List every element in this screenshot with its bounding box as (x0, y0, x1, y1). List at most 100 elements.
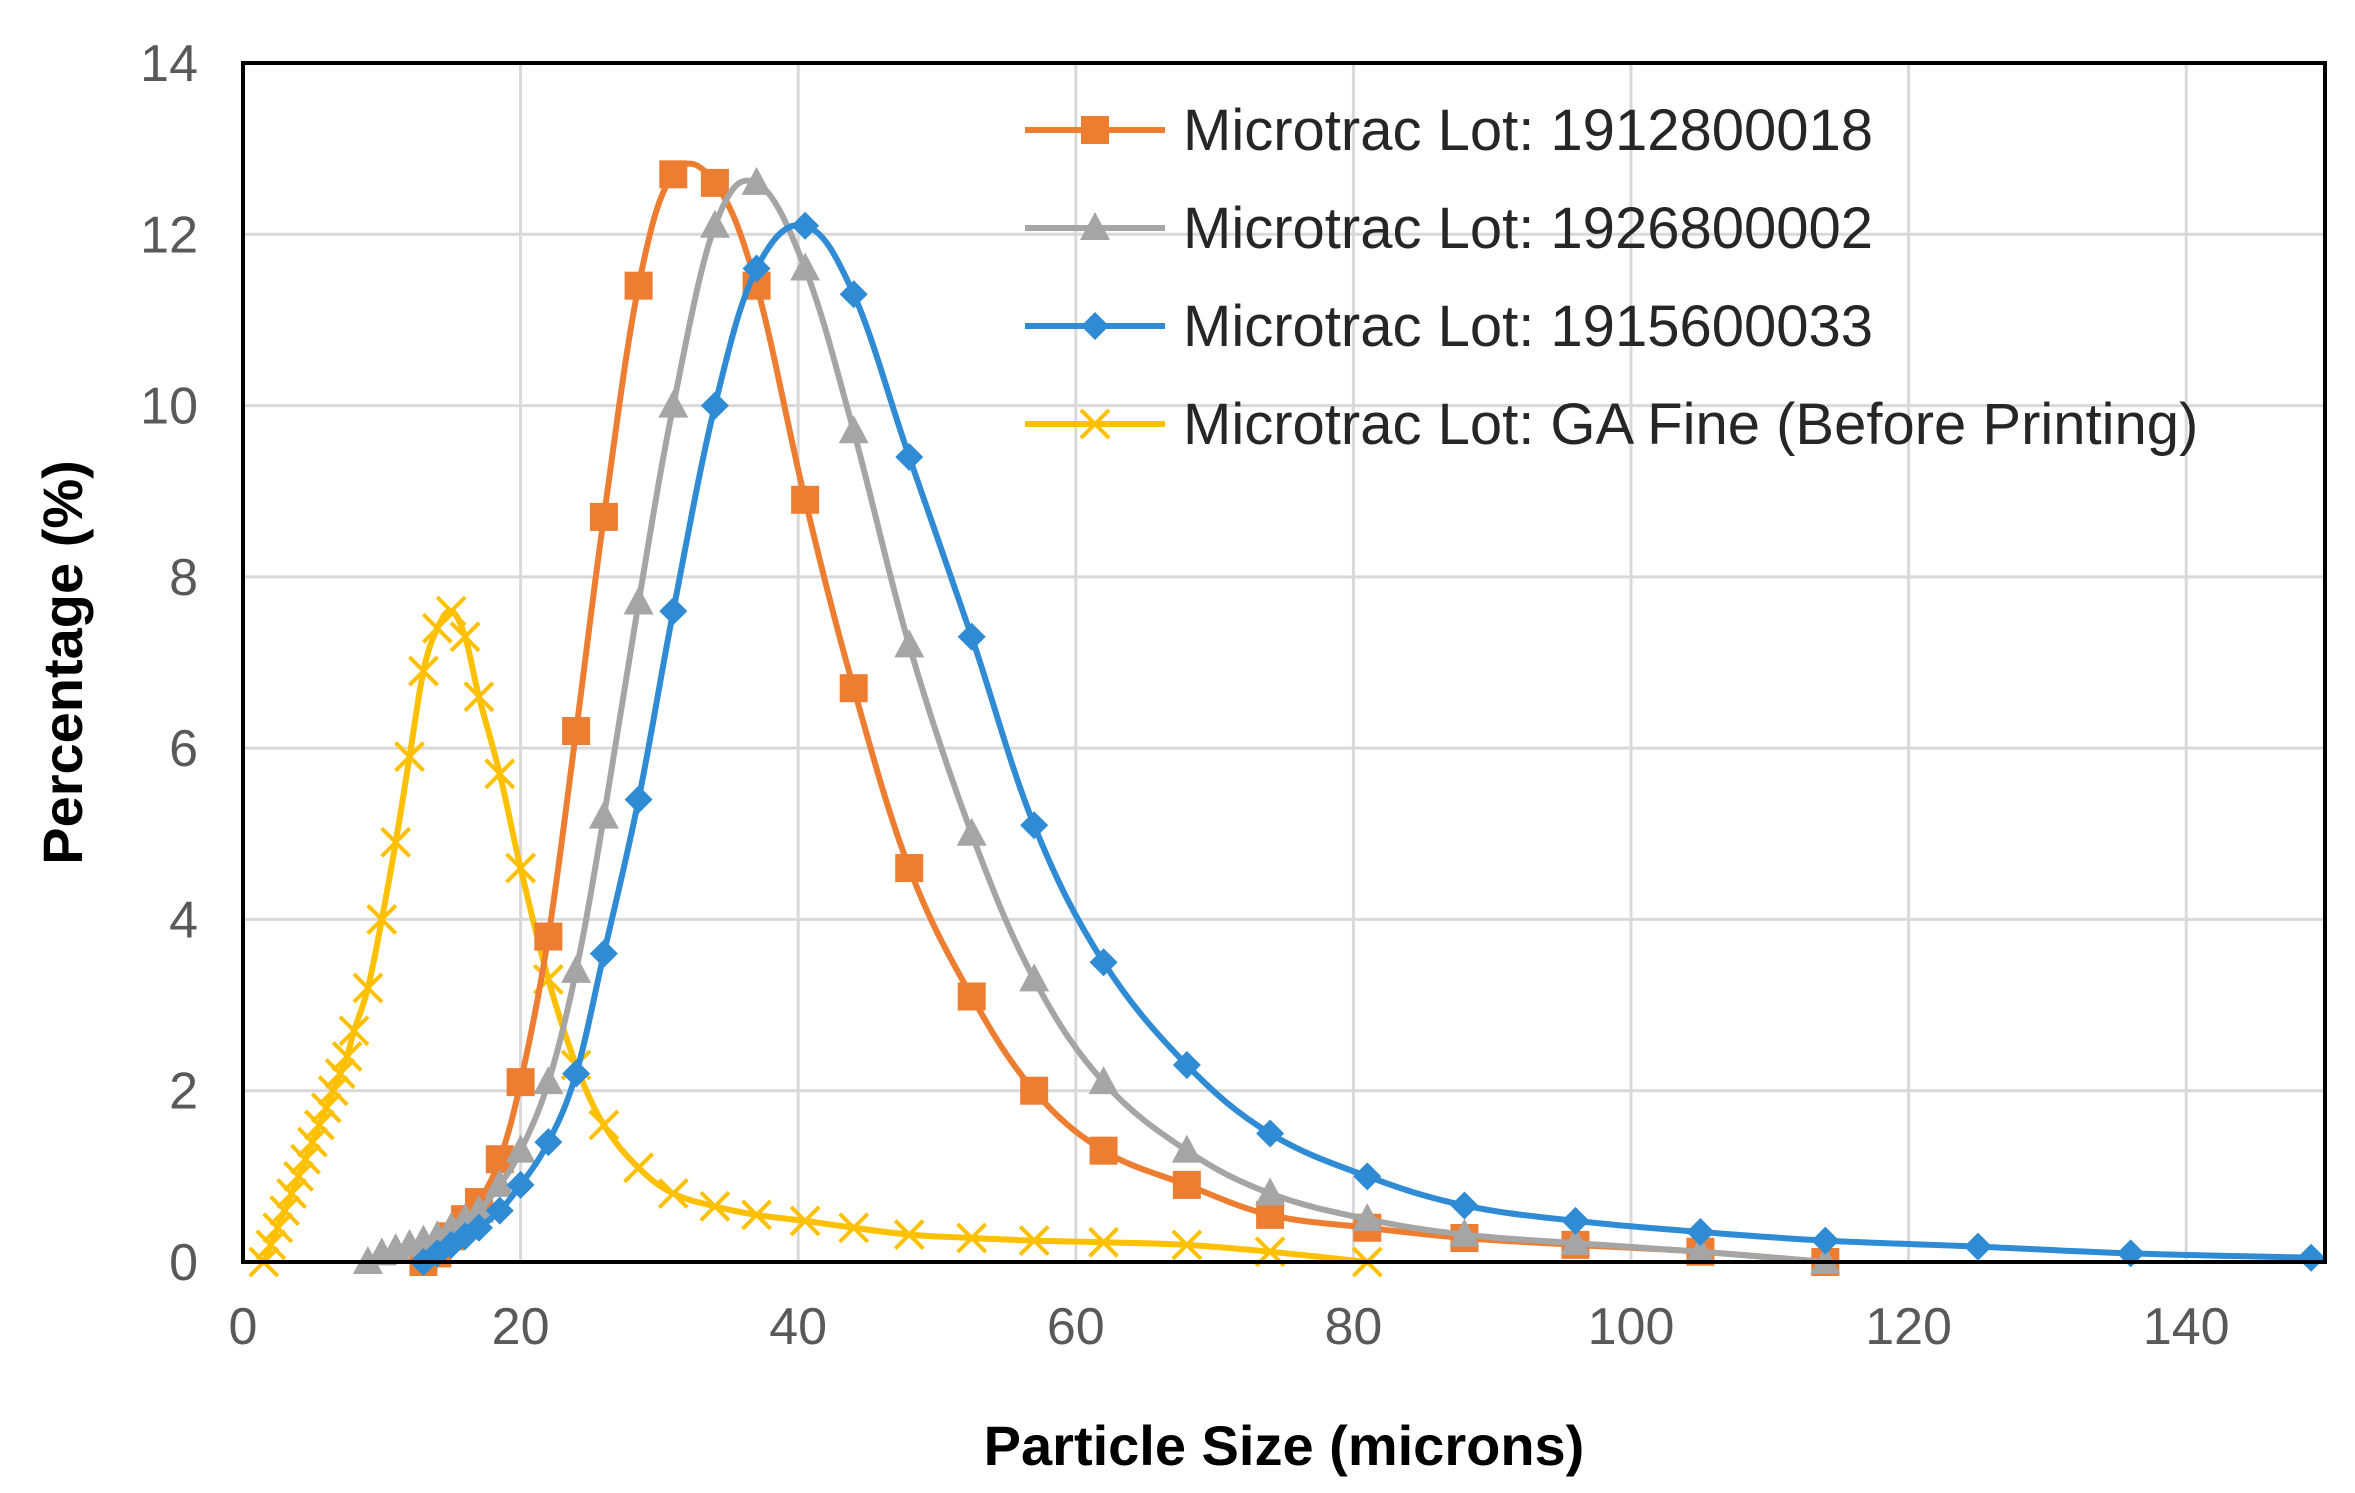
legend-marker (1080, 212, 1110, 240)
data-point (533, 1066, 564, 1095)
data-point (1089, 1136, 1118, 1165)
data-point (1171, 1134, 1202, 1163)
data-point (262, 1212, 294, 1244)
data-point (957, 622, 986, 651)
grid (241, 61, 2325, 1264)
data-point (562, 717, 591, 746)
data-point (352, 972, 384, 1004)
data-point (421, 612, 453, 644)
data-point (296, 1126, 328, 1158)
x-tick-label: 80 (1324, 1298, 1382, 1356)
data-point (623, 586, 654, 615)
legend-marker (1079, 408, 1111, 440)
legend-label: Microtrac Lot: 1915600033 (1183, 294, 1873, 359)
data-point (1450, 1191, 1479, 1220)
data-point (588, 800, 619, 829)
data-point (1020, 811, 1049, 840)
data-point (895, 442, 924, 471)
legend-marker (1081, 116, 1109, 144)
y-tick-label: 6 (169, 720, 198, 778)
data-point (1561, 1206, 1590, 1235)
data-point (1353, 1162, 1382, 1191)
data-point (659, 160, 688, 189)
data-point (1172, 1051, 1201, 1080)
data-point (742, 254, 771, 283)
data-point (893, 1219, 925, 1251)
data-point (1352, 1203, 1383, 1232)
data-point (1686, 1218, 1715, 1247)
x-tick-label: 20 (492, 1298, 550, 1356)
data-point (741, 166, 772, 195)
legend-entry: Microtrac Lot: 1912800018 (1025, 98, 1873, 163)
data-point (624, 785, 653, 814)
data-point (276, 1178, 307, 1209)
data-point (699, 209, 730, 238)
data-point (839, 674, 868, 703)
y-tick-label: 8 (169, 549, 198, 607)
data-point (394, 741, 425, 773)
data-point (534, 922, 563, 951)
data-point (1020, 1076, 1049, 1105)
y-tick-labels: 0 2 4 6 8 10 12 14 (140, 35, 198, 1292)
data-point (1018, 1225, 1050, 1257)
legend-entry: Microtrac Lot: GA Fine (Before Printing) (1025, 392, 2198, 457)
data-point (1685, 1235, 1716, 1264)
data-point (338, 1015, 370, 1047)
data-point (484, 758, 516, 790)
x-tick-label: 0 (229, 1298, 258, 1356)
data-point (463, 1194, 494, 1223)
data-point (1256, 1119, 1285, 1148)
data-point (659, 597, 688, 626)
data-point (505, 1134, 536, 1163)
data-point (561, 954, 592, 983)
data-point (303, 1109, 335, 1141)
legend: Microtrac Lot: 1912800018 Microtrac Lot: … (1025, 98, 2198, 457)
y-axis-title: Percentage (%) (31, 460, 94, 865)
data-point (2297, 1243, 2326, 1272)
data-point (534, 1128, 563, 1157)
data-point (1811, 1226, 1840, 1255)
data-point (366, 904, 398, 935)
series-line (260, 607, 1371, 1265)
data-point (700, 391, 729, 420)
data-point (700, 168, 729, 197)
data-point (1256, 1200, 1285, 1229)
data-point (838, 1212, 870, 1244)
data-point (283, 1160, 314, 1192)
series-4 (248, 595, 1383, 1278)
data-point (310, 1092, 342, 1124)
data-point (505, 852, 537, 884)
data-point (317, 1075, 349, 1107)
data-point (1171, 1229, 1203, 1261)
data-point (791, 485, 820, 514)
y-tick-label: 2 (169, 1063, 198, 1121)
data-point (1019, 963, 1050, 992)
x-axis-title: Particle Size (microns) (984, 1414, 1585, 1477)
data-point (269, 1195, 301, 1227)
data-point (588, 1109, 620, 1141)
x-tick-label: 100 (1588, 1298, 1675, 1356)
data-point (1255, 1177, 1286, 1206)
data-point (956, 817, 987, 846)
y-tick-label: 12 (140, 206, 198, 264)
data-point (838, 415, 869, 444)
data-point (1089, 948, 1118, 977)
data-point (464, 1213, 493, 1242)
data-point (839, 280, 868, 309)
data-point (589, 502, 618, 531)
data-point (380, 826, 412, 858)
data-point (790, 252, 821, 281)
data-point (1964, 1232, 1992, 1261)
data-point (789, 1205, 821, 1237)
legend-label: Microtrac Lot: GA Fine (Before Printing) (1183, 392, 2198, 457)
y-tick-label: 14 (140, 35, 198, 93)
data-point (957, 982, 986, 1011)
legend-label: Microtrac Lot: 1912800018 (1183, 98, 1873, 163)
data-point (408, 655, 439, 687)
data-point (1560, 1227, 1591, 1256)
data-point (290, 1143, 321, 1175)
plot-frame (241, 61, 2327, 1264)
data-point (562, 1059, 591, 1088)
